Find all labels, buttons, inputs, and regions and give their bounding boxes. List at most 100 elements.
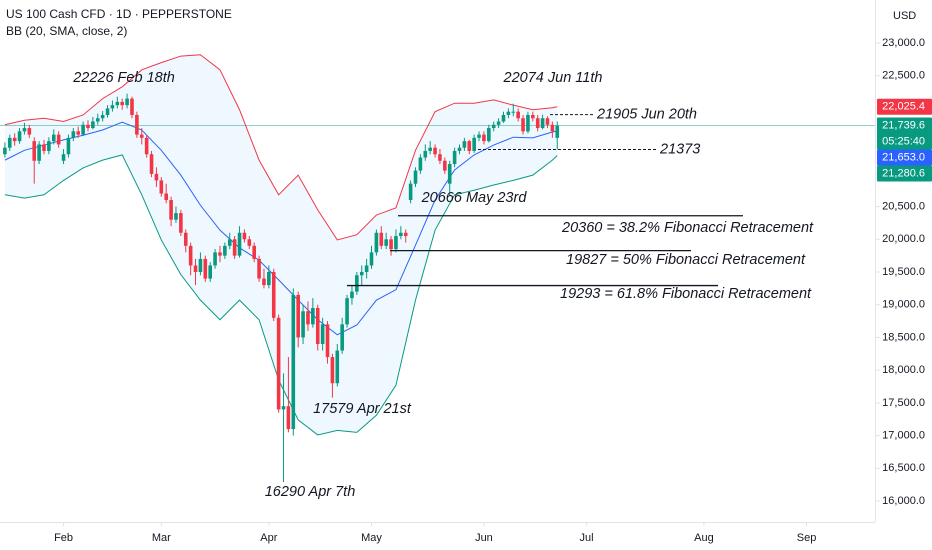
y-tick-label: 20,500.0 <box>882 200 925 212</box>
candle-body <box>330 357 335 384</box>
candle-body <box>413 170 418 184</box>
candle-body <box>335 350 340 384</box>
candle-body <box>374 232 379 253</box>
candle-body <box>555 125 560 138</box>
candle-body <box>252 245 256 259</box>
candle-body <box>408 183 413 201</box>
candle-body <box>506 111 511 115</box>
x-tick-label: May <box>361 532 382 544</box>
candle-body <box>433 147 437 155</box>
candle-body <box>164 193 169 201</box>
x-tick-label: Feb <box>54 532 73 544</box>
candle-body <box>237 232 242 256</box>
candle-body <box>17 131 22 142</box>
annotation-text: 16290 Apr 7th <box>265 484 356 500</box>
candle-body <box>169 200 173 220</box>
candle-body <box>120 101 125 106</box>
y-tick-label: 18,000.0 <box>882 364 925 376</box>
candle-body <box>242 232 247 240</box>
candle-body <box>306 311 310 325</box>
candle-body <box>135 114 139 135</box>
candle-body <box>66 137 71 155</box>
candle-body <box>364 265 369 273</box>
candle-body <box>95 118 100 122</box>
candle-body <box>37 144 41 161</box>
candle-body <box>154 173 159 181</box>
x-tick-label: Mar <box>152 532 171 544</box>
candle-body <box>223 245 227 256</box>
candle-body <box>487 128 491 142</box>
x-tick-label: Jul <box>580 532 594 544</box>
candle-body <box>467 141 472 151</box>
candle-body <box>257 258 261 279</box>
countdown-label: 05:25:40 <box>882 135 925 147</box>
price-tag-label: 21,739.6 <box>882 119 925 131</box>
candle-body <box>296 294 300 338</box>
candle-body <box>144 137 149 155</box>
candle-body <box>71 131 76 138</box>
band-fill <box>4 54 558 435</box>
annotation-text: 20666 May 23rd <box>421 190 528 206</box>
candle-body <box>472 137 476 151</box>
candle-body <box>369 252 374 266</box>
price-tag <box>877 149 932 166</box>
price-tag <box>877 165 932 182</box>
candle-body <box>457 147 462 151</box>
price-tag <box>877 117 932 150</box>
candle-body <box>276 317 281 410</box>
candle-body <box>198 258 203 273</box>
annotation-text: 20360 = 38.2% Fibonacci Retracement <box>561 220 814 236</box>
candle-body <box>389 239 393 250</box>
candle-body <box>271 272 276 318</box>
candle-body <box>183 232 188 246</box>
x-tick-label: Apr <box>260 532 277 544</box>
candle-body <box>359 272 364 276</box>
candle-body <box>452 150 457 165</box>
candle-body <box>232 239 237 256</box>
band-line <box>4 121 558 336</box>
y-tick-label: 22,500.0 <box>882 70 925 82</box>
candle-body <box>179 213 183 233</box>
candle-body <box>3 147 7 155</box>
candle-body <box>149 154 154 174</box>
candle-body <box>526 114 530 132</box>
candle-body <box>208 265 212 279</box>
chart-title: US 100 Cash CFD · 1D · PEPPERSTONE <box>6 7 232 21</box>
candle-body <box>379 232 384 246</box>
candle-body <box>32 141 37 161</box>
candle-body <box>42 144 46 151</box>
y-tick-label: 16,500.0 <box>882 462 925 474</box>
price-tag <box>877 98 932 115</box>
candle-body <box>291 294 296 430</box>
y-tick-label: 18,500.0 <box>882 331 925 343</box>
candle-body <box>345 298 349 325</box>
candle-body <box>51 134 56 142</box>
candle-body <box>159 180 164 194</box>
candle-body <box>125 98 129 106</box>
y-tick-label: 19,500.0 <box>882 266 925 278</box>
price-tag-label: 21,653.0 <box>882 151 925 163</box>
candle-body <box>545 118 550 125</box>
candle-body <box>496 121 501 125</box>
candle-body <box>27 128 32 135</box>
candle-body <box>320 324 325 344</box>
y-tick-label: 17,000.0 <box>882 429 925 441</box>
candle-body <box>139 134 144 138</box>
annotation-text: 21373 <box>659 141 700 157</box>
candle-body <box>193 265 198 273</box>
candle-body <box>86 124 90 129</box>
y-tick-label: 16,000.0 <box>882 495 925 507</box>
annotation-text: 22226 Feb 18th <box>72 70 175 86</box>
y-tick-label: 20,000.0 <box>882 233 925 245</box>
candle-body <box>247 239 252 246</box>
candle-body <box>91 121 95 129</box>
candle-body <box>477 134 481 138</box>
candle-body <box>516 111 520 119</box>
candle-body <box>174 213 178 220</box>
candle-body <box>521 118 525 132</box>
annotation-text: 19293 = 61.8% Fibonacci Retracement <box>560 286 812 302</box>
candle-body <box>403 232 408 237</box>
candle-body <box>355 275 359 292</box>
